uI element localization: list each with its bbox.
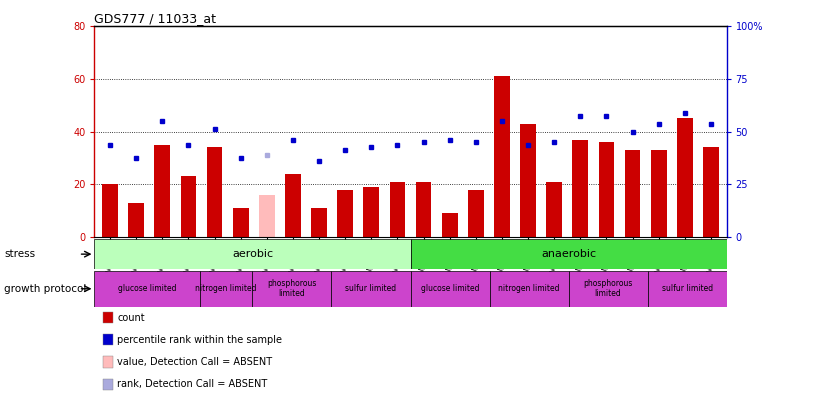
Bar [568,271,648,307]
Bar [200,271,253,307]
Bar [651,150,667,237]
Bar [154,145,170,237]
Bar [233,208,249,237]
Text: nitrogen limited: nitrogen limited [195,284,257,293]
Bar [285,174,300,237]
Bar [410,271,489,307]
Bar [337,190,353,237]
Bar [181,177,196,237]
Bar [521,124,536,237]
Bar [94,271,200,307]
Bar [410,239,727,269]
Bar [103,184,118,237]
Text: sulfur limited: sulfur limited [662,284,713,293]
Bar [677,118,693,237]
Bar [494,76,510,237]
Text: value, Detection Call = ABSENT: value, Detection Call = ABSENT [117,357,273,367]
Bar [442,213,457,237]
Bar [311,208,327,237]
Bar [364,187,379,237]
Bar [94,239,410,269]
Bar [599,142,614,237]
Bar [703,147,718,237]
Text: count: count [117,313,145,322]
Bar [625,150,640,237]
Bar [253,271,332,307]
Bar [390,181,406,237]
Text: percentile rank within the sample: percentile rank within the sample [117,335,282,345]
Text: phosphorous
limited: phosphorous limited [268,279,317,298]
Bar [207,147,222,237]
Bar [468,190,484,237]
Text: stress: stress [4,249,35,259]
Text: glucose limited: glucose limited [118,284,177,293]
Text: GDS777 / 11033_at: GDS777 / 11033_at [94,12,217,25]
Bar [489,271,568,307]
Bar [128,203,144,237]
Bar [572,140,588,237]
Bar [546,181,562,237]
Text: rank, Detection Call = ABSENT: rank, Detection Call = ABSENT [117,379,268,389]
Text: aerobic: aerobic [232,249,273,259]
Text: sulfur limited: sulfur limited [346,284,397,293]
Bar [415,181,431,237]
Text: anaerobic: anaerobic [541,249,596,259]
Bar [259,195,275,237]
Text: phosphorous
limited: phosphorous limited [584,279,633,298]
Text: growth protocol: growth protocol [4,284,86,294]
Bar [332,271,410,307]
Text: glucose limited: glucose limited [420,284,479,293]
Text: nitrogen limited: nitrogen limited [498,284,560,293]
Bar [648,271,727,307]
